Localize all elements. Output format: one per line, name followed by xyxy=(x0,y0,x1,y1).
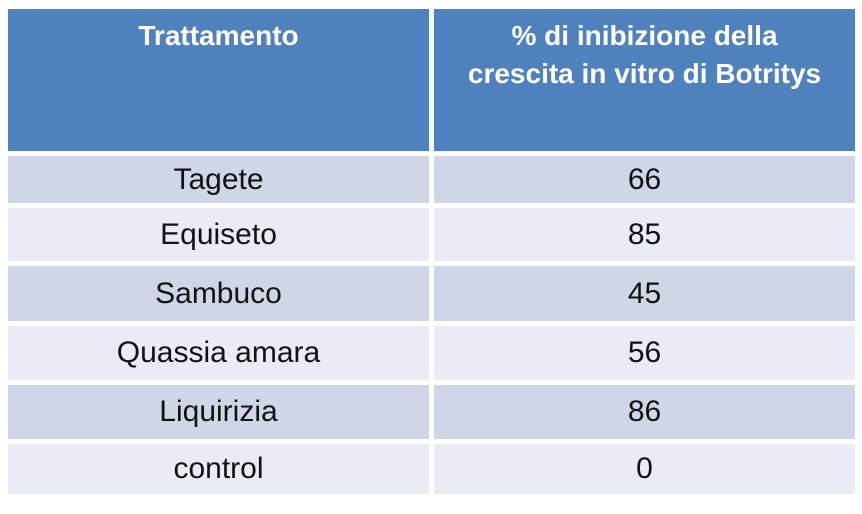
value-cell: 56 xyxy=(434,326,855,380)
column-header-inibizione: % di inibizione della crescita in vitro … xyxy=(434,9,855,151)
treatments-table: Trattamento % di inibizione della cresci… xyxy=(8,9,855,494)
treatment-cell: control xyxy=(8,444,429,494)
treatment-cell: Sambuco xyxy=(8,266,429,321)
value-cell: 85 xyxy=(434,208,855,261)
treatment-cell: Equiseto xyxy=(8,208,429,261)
column-header-trattamento: Trattamento xyxy=(8,9,429,151)
treatment-cell: Tagete xyxy=(8,156,429,203)
value-cell: 66 xyxy=(434,156,855,203)
treatment-cell: Liquirizia xyxy=(8,385,429,439)
treatment-cell: Quassia amara xyxy=(8,326,429,380)
value-cell: 45 xyxy=(434,266,855,321)
value-cell: 86 xyxy=(434,385,855,439)
value-cell: 0 xyxy=(434,444,855,494)
